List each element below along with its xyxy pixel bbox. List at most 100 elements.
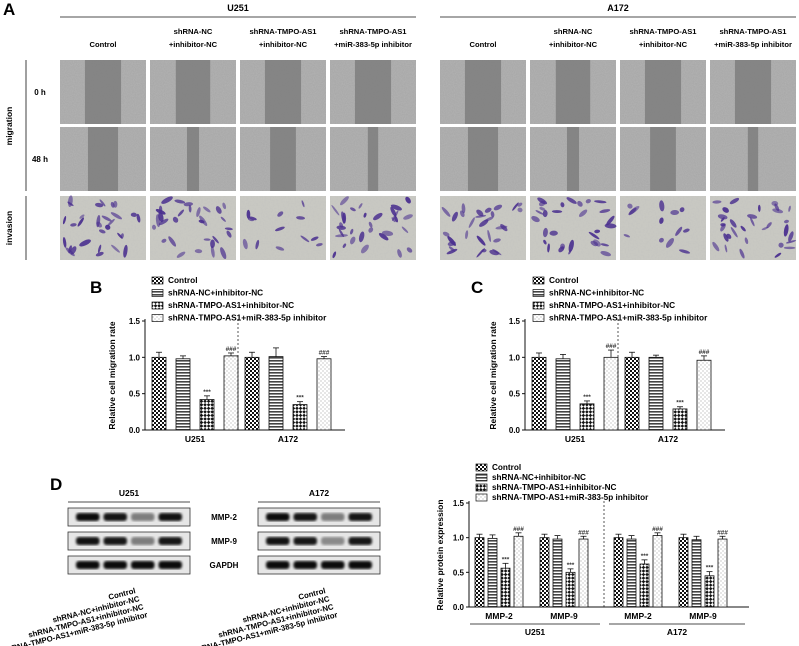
micrograph-texture — [530, 196, 616, 260]
stained-cell — [358, 231, 365, 243]
y-axis-title: Relative cell migration rate — [107, 321, 117, 429]
stained-cell — [215, 206, 222, 214]
bar — [626, 538, 637, 608]
legend-label: shRNA-TMPO-AS1+inhibitor-NC — [168, 300, 294, 310]
stained-cell — [224, 227, 233, 231]
stained-cell — [98, 229, 106, 234]
bar — [552, 538, 563, 608]
stained-cell — [368, 227, 374, 233]
bar — [474, 537, 485, 608]
stained-cell — [484, 216, 494, 222]
legend-label: shRNA-NC+inhibitor-NC — [549, 288, 644, 298]
stained-cell — [275, 246, 285, 251]
stained-cell — [730, 226, 738, 238]
stained-cell — [659, 200, 665, 212]
stained-cell — [712, 200, 722, 204]
stained-cell — [783, 246, 796, 250]
y-tick-label: 0.5 — [453, 568, 465, 577]
stained-cell — [585, 199, 591, 204]
blot-band — [103, 513, 127, 521]
stained-cell — [539, 200, 546, 207]
bar — [565, 571, 576, 608]
scratch-micrograph — [710, 127, 796, 191]
blot-band — [158, 561, 182, 569]
legend-label: shRNA-TMPO-AS1+inhibitor-NC — [492, 483, 616, 492]
group-label: +inhibitor-NC — [549, 40, 598, 49]
stained-cell — [531, 215, 540, 223]
invasion-micrograph — [240, 196, 326, 260]
blot-band — [103, 561, 127, 569]
stained-cell — [542, 210, 548, 218]
stained-cell — [758, 204, 761, 212]
stained-cell — [475, 214, 487, 218]
stained-cell — [168, 236, 177, 247]
blot-band — [76, 513, 100, 521]
significance-marker: *** — [706, 565, 714, 572]
stained-cell — [222, 202, 227, 210]
stained-cell — [301, 200, 305, 208]
scratch-gap — [566, 127, 580, 191]
scratch-micrograph — [240, 127, 326, 191]
stained-cell — [489, 249, 500, 256]
blot-band — [348, 537, 372, 545]
stained-cell — [373, 212, 383, 221]
stained-cell — [110, 201, 115, 208]
group-label: +inhibitor-NC — [259, 40, 308, 49]
stained-cell — [210, 245, 215, 258]
scratch-gap — [84, 60, 122, 124]
panel-label-a: A — [3, 0, 15, 19]
stained-cell — [778, 242, 784, 248]
significance-marker: ### — [226, 346, 237, 353]
scratch-gap — [467, 127, 499, 191]
stained-cell — [465, 230, 469, 240]
stained-cell — [401, 226, 409, 233]
stained-cell — [95, 251, 104, 257]
stained-cell — [220, 247, 227, 260]
x-tick-label: A172 — [278, 434, 299, 444]
bar — [539, 537, 550, 608]
stained-cell — [675, 226, 683, 236]
scratch-micrograph — [530, 60, 616, 124]
blot-band — [266, 537, 290, 545]
scratch-micrograph — [440, 127, 526, 191]
stained-cell — [341, 211, 346, 224]
stained-cell — [539, 207, 546, 211]
scratch-micrograph — [150, 60, 236, 124]
stained-cell — [296, 216, 306, 220]
x-tick-label: MMP-9 — [689, 611, 717, 621]
stained-cell — [123, 244, 128, 258]
bar — [151, 356, 167, 431]
scratch-micrograph — [330, 60, 416, 124]
stained-cell — [744, 237, 749, 245]
stained-cell — [588, 231, 600, 240]
y-tick-label: 1.0 — [509, 353, 521, 362]
stained-cell — [194, 249, 203, 254]
scratch-micrograph — [710, 60, 796, 124]
chart-b: 0.0 0.5 1.0 1.5 Relative cell migration rate… — [107, 275, 345, 444]
significance-marker: ### — [717, 529, 728, 536]
stained-cell — [549, 230, 558, 236]
stained-cell — [720, 223, 726, 232]
stained-cell — [517, 207, 523, 213]
stained-cell — [747, 214, 758, 219]
stained-cell — [560, 243, 565, 250]
cell-line-label: A172 — [607, 3, 629, 13]
invasion-micrograph — [620, 196, 706, 260]
stained-cell — [493, 204, 503, 211]
stained-cell — [161, 196, 173, 204]
group-label: shRNA-TMPO-AS1 — [719, 27, 787, 36]
stained-cell — [785, 240, 797, 244]
legend-swatch — [151, 276, 164, 285]
stained-cell — [535, 210, 544, 215]
bar — [175, 358, 191, 431]
stained-cell — [360, 244, 369, 254]
chart-d: 0.0 0.5 1.0 1.5 Relative protein expression C… — [435, 463, 749, 637]
stained-cell — [220, 216, 226, 222]
bar — [691, 539, 702, 608]
stained-cell — [740, 225, 746, 232]
group-label: Control — [470, 40, 497, 49]
invasion-micrograph — [150, 196, 236, 260]
significance-marker: ### — [319, 350, 330, 357]
stained-cell — [111, 244, 120, 253]
stained-cell — [62, 216, 67, 225]
